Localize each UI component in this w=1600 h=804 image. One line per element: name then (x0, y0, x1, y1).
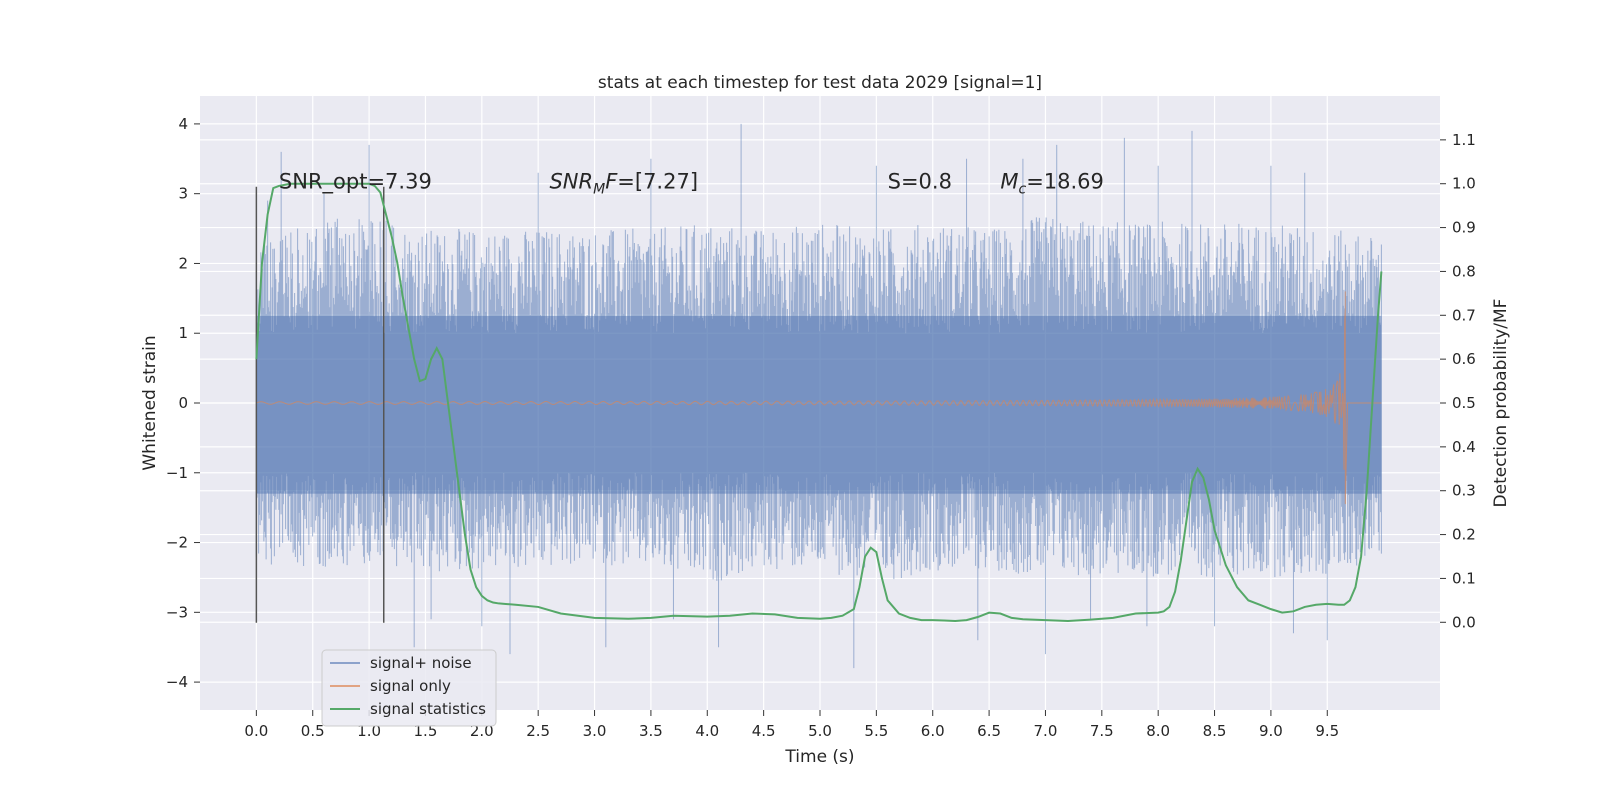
y2-tick-label: 0.3 (1452, 482, 1476, 500)
annotation-mc: Mc=18.69 (1000, 170, 1104, 198)
signal-statistics-series (255, 182, 1383, 622)
legend-label-statistics: signal statistics (370, 700, 486, 718)
x-tick-label: 8.0 (1146, 722, 1170, 740)
legend-label-noise: signal+ noise (370, 654, 472, 672)
x-tick-label: 5.0 (808, 722, 832, 740)
right-y-axis-ticks: 1.1 1.0 0.9 0.8 0.7 0.6 0.5 0.4 0.3 0.2 0.1 0.0 (1440, 131, 1476, 631)
y2-tick-label: 0.7 (1452, 306, 1476, 324)
y-tick-label: −1 (166, 464, 188, 482)
left-y-axis-ticks: 4 3 2 1 0 −1 −2 −3 −4 (166, 115, 200, 691)
x-tick-label: 7.0 (1034, 722, 1058, 740)
y2-tick-label: 0.4 (1452, 438, 1476, 456)
annotation-s: S=0.8 (888, 170, 952, 194)
y-tick-label: 2 (178, 254, 188, 272)
y2-tick-label: 0.9 (1452, 219, 1476, 237)
x-tick-label: 9.5 (1315, 722, 1339, 740)
y2-tick-label: 0.0 (1452, 613, 1476, 631)
y2-tick-label: 0.5 (1452, 394, 1476, 412)
x-tick-label: 8.5 (1203, 722, 1227, 740)
y2-tick-label: 1.0 (1452, 175, 1476, 193)
y-tick-label: 0 (178, 394, 188, 412)
y2-tick-label: 0.2 (1452, 526, 1476, 544)
signal-only-series (256, 291, 1382, 505)
y2-tick-label: 0.6 (1452, 350, 1476, 368)
y2-tick-label: 0.8 (1452, 262, 1476, 280)
y-tick-label: −2 (166, 534, 188, 552)
legend: signal+ noise signal only signal statist… (321, 649, 497, 727)
annotation-snr-opt: SNR_opt=7.39 (279, 170, 432, 195)
x-tick-label: 6.5 (977, 722, 1001, 740)
x-tick-label: 7.5 (1090, 722, 1114, 740)
y-tick-label: −4 (166, 673, 188, 691)
x-tick-label: 6.0 (921, 722, 945, 740)
x-axis-label: Time (s) (784, 747, 854, 767)
annotation-snr-mf: SNRMF=[7.27] (549, 170, 698, 198)
right-y-axis-label: Detection probability/MF (1491, 299, 1511, 508)
annotations: SNR_opt=7.39 SNRMF=[7.27] S=0.8 Mc=18.69 (279, 170, 1104, 198)
x-tick-label: 9.0 (1259, 722, 1283, 740)
x-tick-label: 3.0 (583, 722, 607, 740)
x-tick-label: 2.5 (526, 722, 550, 740)
y-tick-label: 1 (178, 324, 188, 342)
vertical-markers (255, 186, 385, 623)
signal-trace (256, 291, 1382, 505)
x-tick-label: 0.0 (244, 722, 268, 740)
y-tick-label: 4 (178, 115, 188, 133)
x-tick-label: 3.5 (639, 722, 663, 740)
x-tick-label: 4.0 (695, 722, 719, 740)
chart-title: stats at each timestep for test data 202… (598, 73, 1042, 93)
y2-tick-label: 0.1 (1452, 569, 1476, 587)
y-axis-label: Whitened strain (140, 335, 160, 470)
x-tick-label: 0.5 (301, 722, 325, 740)
x-tick-label: 5.5 (864, 722, 888, 740)
statistics-line (255, 182, 1383, 622)
y-tick-label: 3 (178, 185, 188, 203)
legend-box (321, 649, 497, 727)
x-tick-label: 4.5 (752, 722, 776, 740)
y-tick-label: −3 (166, 603, 188, 621)
y2-tick-label: 1.1 (1452, 131, 1476, 149)
legend-label-signal: signal only (370, 677, 451, 695)
